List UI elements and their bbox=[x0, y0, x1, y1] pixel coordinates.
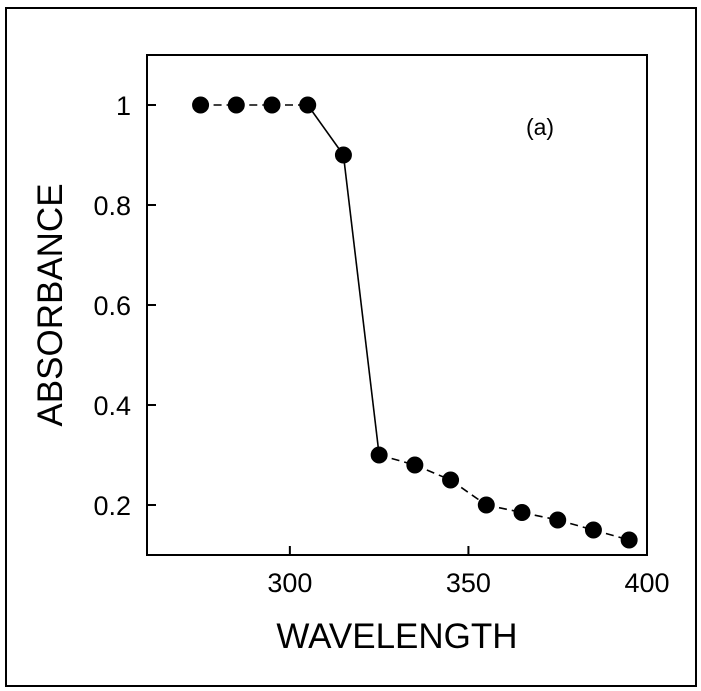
x-tick-label: 300 bbox=[267, 568, 312, 598]
axes-layer: 300 350 400 0.2 0.4 0.6 0.8 1 bbox=[93, 91, 669, 598]
data-point bbox=[584, 521, 602, 539]
y-tick-label: 0.8 bbox=[93, 191, 131, 221]
series-line-segment bbox=[307, 104, 345, 156]
data-point bbox=[477, 496, 495, 514]
series-line-segment bbox=[342, 154, 380, 456]
data-point bbox=[620, 531, 638, 549]
y-tick-label: 0.2 bbox=[93, 491, 131, 521]
x-tick-label: 350 bbox=[446, 568, 491, 598]
data-point bbox=[442, 471, 460, 489]
y-tick-label: 0.4 bbox=[93, 391, 131, 421]
y-tick-label: 0.6 bbox=[93, 291, 131, 321]
data-point bbox=[549, 511, 567, 529]
data-point bbox=[227, 96, 245, 114]
x-tick-label: 400 bbox=[624, 568, 669, 598]
data-point bbox=[192, 96, 210, 114]
x-axis-title: WAVELENGTH bbox=[276, 617, 517, 656]
data-point bbox=[334, 146, 352, 164]
data-point bbox=[513, 504, 531, 521]
data-point bbox=[299, 96, 317, 114]
figure-border bbox=[5, 7, 697, 687]
series-marker-layer bbox=[192, 96, 638, 549]
data-point bbox=[263, 96, 281, 114]
y-axis-title: ABSORBANCE bbox=[31, 183, 70, 426]
data-point bbox=[406, 456, 424, 474]
data-point bbox=[370, 446, 388, 464]
panel-label: (a) bbox=[526, 114, 554, 140]
y-tick-label: 1 bbox=[116, 91, 131, 121]
